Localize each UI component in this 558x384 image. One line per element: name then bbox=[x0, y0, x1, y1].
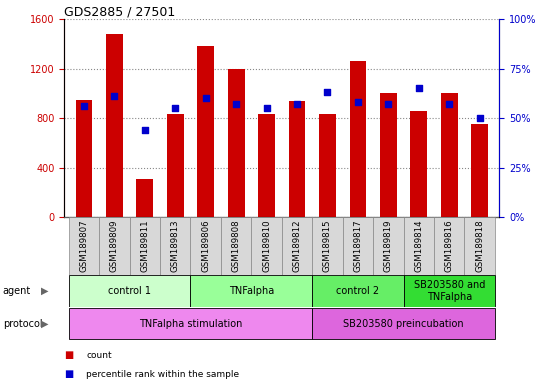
Bar bbox=[99, 217, 129, 275]
Bar bbox=[312, 217, 343, 275]
Bar bbox=[75, 99, 92, 217]
Text: agent: agent bbox=[3, 286, 31, 296]
Point bbox=[262, 105, 271, 111]
Point bbox=[110, 93, 119, 99]
Text: GSM189808: GSM189808 bbox=[232, 219, 240, 272]
Text: GSM189819: GSM189819 bbox=[384, 219, 393, 272]
Text: count: count bbox=[86, 351, 112, 360]
Bar bbox=[167, 114, 184, 217]
Text: ▶: ▶ bbox=[41, 318, 48, 329]
Text: SB203580 preincubation: SB203580 preincubation bbox=[343, 318, 464, 329]
Bar bbox=[137, 179, 153, 217]
Point bbox=[141, 127, 150, 133]
Text: control 2: control 2 bbox=[336, 286, 379, 296]
Bar bbox=[319, 114, 336, 217]
Text: percentile rank within the sample: percentile rank within the sample bbox=[86, 370, 239, 379]
Bar bbox=[403, 217, 434, 275]
Bar bbox=[106, 34, 123, 217]
Text: SB203580 and
TNFalpha: SB203580 and TNFalpha bbox=[413, 280, 485, 302]
Bar bbox=[312, 308, 495, 339]
Text: TNFalpha stimulation: TNFalpha stimulation bbox=[139, 318, 242, 329]
Point bbox=[384, 101, 393, 107]
Text: GDS2885 / 27501: GDS2885 / 27501 bbox=[64, 5, 175, 18]
Bar bbox=[190, 217, 221, 275]
Text: GSM189816: GSM189816 bbox=[445, 219, 454, 272]
Bar bbox=[312, 275, 403, 306]
Bar bbox=[221, 217, 251, 275]
Bar bbox=[472, 124, 488, 217]
Point bbox=[292, 101, 301, 107]
Bar bbox=[228, 69, 244, 217]
Bar bbox=[282, 217, 312, 275]
Point bbox=[445, 101, 454, 107]
Text: protocol: protocol bbox=[3, 318, 42, 329]
Point bbox=[171, 105, 180, 111]
Bar bbox=[129, 217, 160, 275]
Bar bbox=[198, 46, 214, 217]
Bar bbox=[343, 217, 373, 275]
Point bbox=[353, 99, 362, 105]
Text: GSM189807: GSM189807 bbox=[79, 219, 89, 272]
Text: GSM189815: GSM189815 bbox=[323, 219, 332, 272]
Bar bbox=[441, 93, 458, 217]
Text: control 1: control 1 bbox=[108, 286, 151, 296]
Bar bbox=[160, 217, 190, 275]
Bar bbox=[69, 217, 99, 275]
Bar bbox=[69, 275, 190, 306]
Text: GSM189818: GSM189818 bbox=[475, 219, 484, 272]
Text: TNFalpha: TNFalpha bbox=[229, 286, 274, 296]
Text: ■: ■ bbox=[64, 350, 74, 360]
Bar bbox=[434, 217, 464, 275]
Bar bbox=[288, 101, 305, 217]
Bar bbox=[380, 93, 397, 217]
Text: GSM189809: GSM189809 bbox=[110, 219, 119, 272]
Bar bbox=[258, 114, 275, 217]
Point bbox=[79, 103, 88, 109]
Bar bbox=[410, 111, 427, 217]
Bar bbox=[69, 308, 312, 339]
Point bbox=[414, 85, 423, 91]
Text: GSM189812: GSM189812 bbox=[292, 219, 301, 272]
Point bbox=[323, 89, 332, 96]
Text: GSM189810: GSM189810 bbox=[262, 219, 271, 272]
Point bbox=[475, 115, 484, 121]
Point bbox=[201, 95, 210, 101]
Text: GSM189806: GSM189806 bbox=[201, 219, 210, 272]
Text: GSM189811: GSM189811 bbox=[140, 219, 150, 272]
Bar bbox=[403, 275, 495, 306]
Bar bbox=[190, 275, 312, 306]
Text: ▶: ▶ bbox=[41, 286, 48, 296]
Text: ■: ■ bbox=[64, 369, 74, 379]
Bar bbox=[464, 217, 495, 275]
Bar bbox=[251, 217, 282, 275]
Bar bbox=[349, 61, 366, 217]
Point bbox=[232, 101, 240, 107]
Text: GSM189814: GSM189814 bbox=[414, 219, 424, 272]
Text: GSM189817: GSM189817 bbox=[353, 219, 362, 272]
Text: GSM189813: GSM189813 bbox=[171, 219, 180, 272]
Bar bbox=[373, 217, 403, 275]
